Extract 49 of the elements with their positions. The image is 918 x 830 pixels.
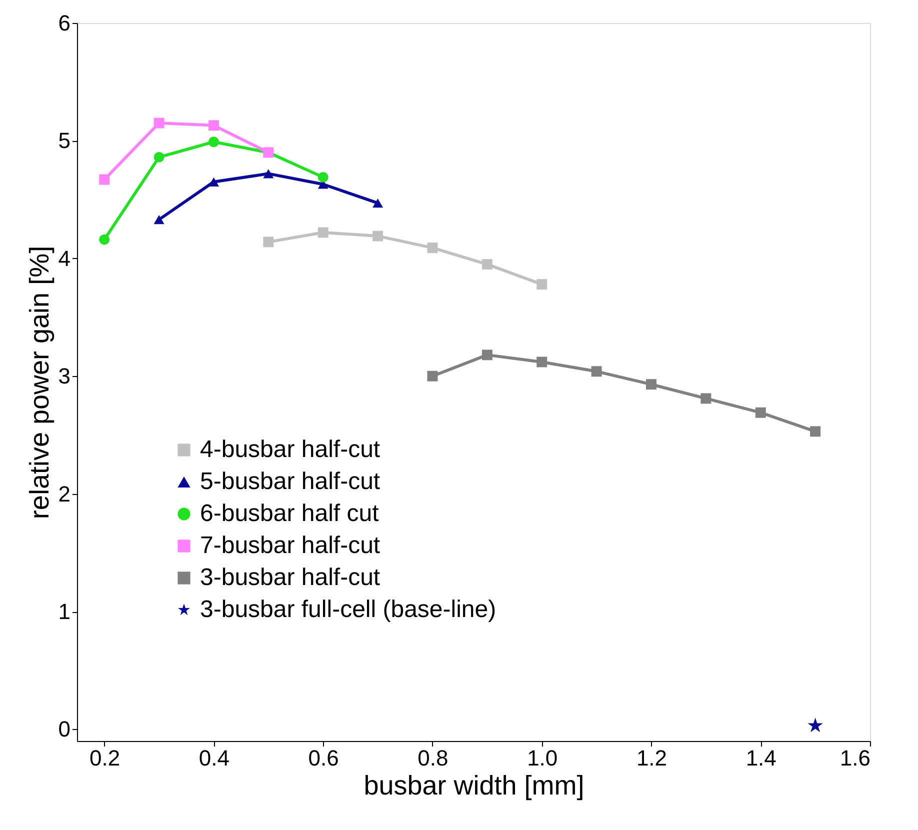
point [99, 174, 110, 185]
x-tick-label: 0.6 [308, 746, 339, 770]
point [318, 172, 328, 182]
point [755, 407, 766, 418]
x-tick-label: 1.4 [746, 746, 776, 770]
y-axis-title: relative power gain [%] [24, 246, 54, 520]
y-tick-label: 1 [58, 599, 70, 624]
y-tick-label: 2 [58, 481, 70, 506]
point [208, 136, 219, 148]
x-tick-label: 0.4 [198, 746, 230, 770]
point [154, 118, 164, 128]
legend-label: 6-busbar half cut [200, 500, 380, 527]
y-tick-label: 6 [58, 10, 70, 36]
point [263, 236, 274, 248]
legend-label: 3-busbar half-cut [200, 564, 380, 591]
point [99, 234, 110, 245]
point [208, 177, 219, 186]
point [208, 120, 219, 131]
legend-label: 4-busbar half-cut [200, 436, 380, 463]
point [700, 393, 712, 404]
point [810, 426, 821, 437]
point [536, 356, 548, 368]
point [482, 350, 492, 360]
y-tick-label: 4 [58, 246, 70, 271]
legend-label: 3-busbar full-cell (base-line) [200, 596, 496, 623]
x-tick-label: 1.2 [636, 746, 668, 770]
x-tick-label: 0.8 [418, 746, 448, 770]
point [808, 718, 823, 732]
legend-label: 5-busbar half-cut [200, 468, 380, 495]
x-tick-label: 0.2 [90, 746, 120, 770]
point [263, 169, 274, 178]
point [154, 215, 164, 224]
legend-label: 7-busbar half-cut [200, 532, 380, 559]
point [372, 230, 384, 242]
y-tick-label: 0 [58, 716, 70, 742]
point [482, 259, 492, 270]
point [372, 198, 384, 208]
point [318, 227, 328, 238]
x-tick-label: 1.6 [840, 746, 870, 770]
point [646, 379, 656, 390]
point [427, 242, 438, 254]
x-axis-title: busbar width [mm] [364, 770, 584, 800]
point [536, 279, 548, 290]
point [591, 366, 602, 377]
point [154, 152, 164, 162]
x-tick-label: 1.0 [527, 746, 558, 770]
y-tick-label: 5 [58, 128, 70, 154]
y-tick-label: 3 [58, 364, 70, 389]
point [427, 370, 438, 382]
